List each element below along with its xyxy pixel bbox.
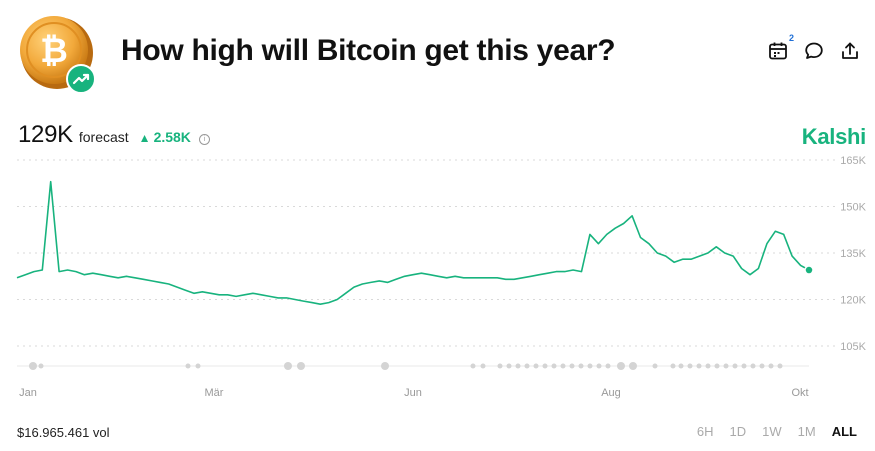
- timeline-event-dot[interactable]: [605, 363, 611, 369]
- calendar-badge: 2: [788, 33, 794, 43]
- forecast-value: 129K: [18, 121, 73, 148]
- timeline-event-dot[interactable]: [750, 363, 756, 369]
- timeline-event-dot[interactable]: [297, 362, 305, 370]
- x-tick-label: Mär: [205, 387, 224, 399]
- forecast-delta-value: 2.58K: [153, 129, 191, 145]
- timeline-event-dot[interactable]: [741, 363, 747, 369]
- info-icon[interactable]: i: [198, 134, 210, 145]
- toolbar: 2: [767, 33, 861, 62]
- calendar-button[interactable]: 2: [767, 33, 794, 62]
- timeline-event-dot[interactable]: [185, 363, 191, 369]
- forecast-summary: 129K forecast ▲ 2.58K i: [18, 121, 210, 149]
- timeline-event-dot[interactable]: [38, 363, 44, 369]
- delta-up-icon: ▲: [138, 131, 151, 145]
- timeline-event-dot[interactable]: [678, 363, 684, 369]
- svg-text:₿: ₿: [40, 31, 68, 71]
- timeline-event-dot[interactable]: [551, 363, 557, 369]
- timeline-event-dot[interactable]: [470, 363, 476, 369]
- current-point: [804, 265, 814, 275]
- y-tick-label: 120K: [840, 295, 866, 307]
- y-tick-label: 165K: [840, 155, 866, 167]
- comment-button[interactable]: [803, 40, 825, 62]
- timeline-event-dot[interactable]: [480, 363, 486, 369]
- calendar-icon: [769, 42, 787, 60]
- x-tick-label: Jun: [404, 387, 422, 399]
- share-icon: [842, 42, 858, 59]
- timeline-event-dot[interactable]: [578, 363, 584, 369]
- y-tick-label: 150K: [840, 202, 866, 214]
- forecast-label: forecast: [78, 129, 129, 145]
- timeline-event-dot[interactable]: [777, 363, 783, 369]
- timeline-event-dot[interactable]: [533, 363, 539, 369]
- series-line: [16, 180, 810, 305]
- bitcoin-logo: ₿: [20, 16, 93, 89]
- x-tick-label: Okt: [791, 387, 808, 399]
- timeline-event-dot[interactable]: [596, 363, 602, 369]
- timeline-event-dot[interactable]: [687, 363, 693, 369]
- timeline-event-dot[interactable]: [768, 363, 774, 369]
- timeline-event-dot[interactable]: [696, 363, 702, 369]
- x-tick-label: Jan: [19, 387, 37, 399]
- timeline-event-dot[interactable]: [723, 363, 729, 369]
- brand-logo: Kalshi: [801, 124, 867, 149]
- range-1d[interactable]: 1D: [729, 424, 747, 439]
- timeline-event-dot[interactable]: [652, 363, 658, 369]
- timeline-event-dot[interactable]: [506, 363, 512, 369]
- range-all[interactable]: ALL: [831, 424, 857, 439]
- range-6h[interactable]: 6H: [696, 424, 714, 439]
- timeline-event-dot[interactable]: [714, 363, 720, 369]
- y-tick-label: 105K: [840, 341, 866, 353]
- x-tick-label: Aug: [601, 387, 621, 399]
- range-selector: 6H 1D 1W 1M ALL: [697, 424, 857, 439]
- timeline-event-dot[interactable]: [587, 363, 593, 369]
- trend-up-icon: [66, 64, 96, 94]
- timeline-event-dot[interactable]: [705, 363, 711, 369]
- timeline-event-dot[interactable]: [670, 363, 676, 369]
- timeline-event-dot[interactable]: [732, 363, 738, 369]
- timeline-event-dot[interactable]: [524, 363, 530, 369]
- range-1w[interactable]: 1W: [762, 424, 782, 439]
- timeline-event-dot[interactable]: [569, 363, 575, 369]
- timeline-event-dot[interactable]: [515, 363, 521, 369]
- timeline-event-dot[interactable]: [629, 362, 637, 370]
- timeline-event-dot[interactable]: [29, 362, 37, 370]
- timeline-event-dot[interactable]: [542, 363, 548, 369]
- timeline-event-dot[interactable]: [560, 363, 566, 369]
- timeline-event-dot[interactable]: [381, 362, 389, 370]
- forecast-delta: ▲ 2.58K: [139, 129, 191, 145]
- page-title: How high will Bitcoin get this year?: [121, 34, 616, 67]
- timeline-event-dot[interactable]: [195, 363, 201, 369]
- timeline-event-dot[interactable]: [759, 363, 765, 369]
- range-1m[interactable]: 1M: [797, 424, 816, 439]
- share-button[interactable]: [839, 40, 861, 62]
- timeline-event-dot[interactable]: [497, 363, 503, 369]
- y-tick-label: 135K: [840, 248, 866, 260]
- timeline-event-dot[interactable]: [284, 362, 292, 370]
- volume-label: $16.965.461 vol: [17, 425, 110, 440]
- comment-icon: [805, 42, 823, 59]
- price-chart: 165K 150K 135K 120K 105K Jan Mär Jun Aug Okt: [16, 155, 867, 399]
- timeline-event-dot[interactable]: [617, 362, 625, 370]
